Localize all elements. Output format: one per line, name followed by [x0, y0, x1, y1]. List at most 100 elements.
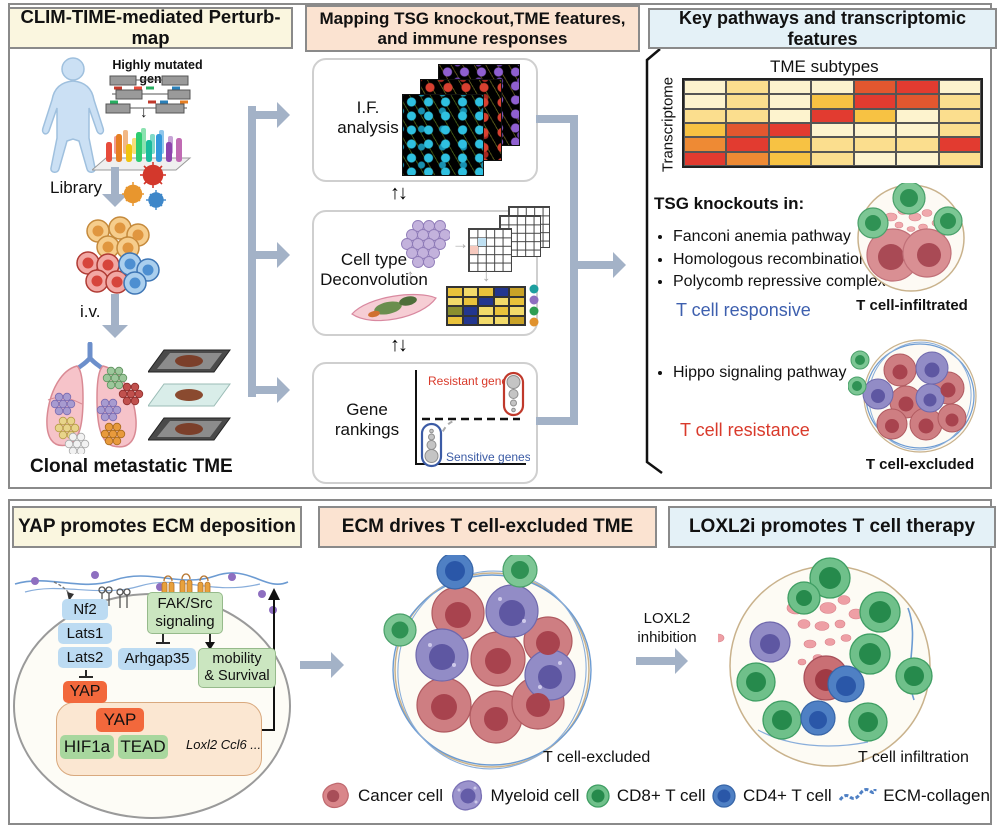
heatmap-cell: [726, 94, 769, 109]
node-yap-nucleus: YAP: [96, 708, 144, 732]
deconvolution-line1: Cell type: [340, 250, 408, 269]
heatmap-cell: [726, 108, 769, 123]
legend-cd8-label: CD8+ T cell: [616, 786, 706, 805]
heatmap-cell: [896, 80, 939, 95]
branch-arrow-mid: [248, 242, 290, 268]
heatmap-cell: [684, 94, 727, 109]
heatmap-cell: [726, 80, 769, 95]
node-fak-src: FAK/Src signaling: [147, 592, 223, 634]
t-cell-infiltrated-illustration: [857, 183, 965, 292]
heatmap-cell: [462, 315, 479, 325]
node-mobility-line1: mobility: [212, 650, 262, 667]
branch-arrow-top: [248, 102, 290, 128]
node-mobility-line2: & Survival: [204, 668, 270, 684]
heatmap-cell: [447, 287, 463, 297]
node-fak-line2: signaling: [155, 613, 215, 630]
heatmap-cell: [493, 315, 510, 325]
heatmap-cell: [811, 80, 854, 95]
lungs-illustration: [46, 342, 144, 454]
library-down-arrow: [102, 167, 128, 207]
heatmap-cell: [811, 94, 854, 109]
myeloid-cell-icon: [451, 780, 482, 811]
if-analysis-label: I.F. analysis: [328, 98, 408, 139]
if-analysis-line2: analysis: [337, 118, 399, 138]
clonal-cells-icon: [76, 216, 160, 295]
heatmap-cell: [938, 151, 981, 166]
heatmap-cell: [853, 108, 897, 123]
gray-up-arrow-icon: ↑: [406, 266, 415, 285]
legend-item-cd4: CD4+ T cell: [711, 783, 832, 809]
collector-arrow: [578, 252, 626, 278]
iv-down-arrow: [102, 294, 128, 338]
heatmap-cell: [478, 287, 494, 297]
heatmap-cell: [768, 122, 812, 138]
t-cell-resistance-label: T cell resistance: [680, 420, 810, 440]
heatmap-cell: [896, 122, 939, 138]
gene-ranking-plot: Resistant genes Sensitive genes: [415, 370, 530, 468]
resistant-genes-label: Resistant genes: [428, 374, 514, 388]
heatmap-cell: [684, 122, 727, 138]
clonal-metastatic-caption: Clonal metastatic TME: [30, 456, 233, 477]
heatmap-cell: [462, 287, 479, 297]
heatmap-cell: [493, 296, 510, 306]
deconvolution-line2: Deconvolution: [320, 270, 428, 290]
header-yap-ecm: YAP promotes ECM deposition: [12, 506, 302, 548]
heatmap-cell: [853, 137, 897, 152]
heatmap-cell: [478, 296, 494, 306]
target-genes-label: Loxl2 Ccl6 ...: [186, 737, 262, 752]
transcriptome-label: Transcriptome: [659, 76, 677, 173]
node-nf2: Nf2: [62, 599, 108, 620]
t-cell-excluded-caption-bottom: T cell-excluded: [543, 749, 651, 766]
heatmap-cell: [896, 151, 939, 166]
heatmap-cell: [811, 108, 854, 123]
gray-right-arrow-icon: →: [452, 234, 469, 253]
header-perturb-map-label: CLIM-TIME-mediated Perturb-map: [20, 6, 281, 48]
knockout-item-polycomb: Polycomb repressive complex: [673, 271, 913, 294]
library-plate-icon: [92, 128, 192, 171]
panel-arrow-mid-right: [636, 648, 688, 674]
heatmap-cell: [938, 122, 981, 138]
hippo-list: Hippo signaling pathway: [656, 362, 923, 385]
grid-cell-pink: [470, 246, 478, 254]
node-hif1a: HIF1a: [60, 735, 114, 759]
heatmap-cell: [768, 94, 812, 109]
bracket-icon: [645, 48, 663, 475]
if-image-front: [402, 94, 484, 176]
heatmap-cell: [938, 80, 981, 95]
heatmap-cell: [509, 296, 525, 306]
heatmap-cell: [853, 151, 897, 166]
heatmap-cell: [509, 315, 525, 325]
node-yap: YAP: [63, 681, 107, 703]
header-perturb-map: CLIM-TIME-mediated Perturb-map: [8, 6, 293, 49]
loxl2-line2: inhibition: [637, 628, 697, 646]
ecm-tumor-illustration: [383, 555, 592, 770]
knockout-item-homologous: Homologous recombination: [673, 249, 913, 272]
knockout-item-fanconi: Fanconi anemia pathway: [673, 226, 913, 249]
legend-myeloid-label: Myeloid cell: [490, 786, 580, 805]
heatmap-cell: [896, 137, 939, 152]
library-label: Library: [50, 178, 102, 197]
heatmap-cell: [684, 137, 727, 152]
tissue-slides-icon: [148, 349, 231, 441]
legend-ecm-label: ECM-collagen: [883, 786, 990, 805]
heatmap-cell: [478, 306, 494, 316]
sync-arrows-icon-2: ↑↓: [390, 334, 408, 356]
collector-line: [570, 115, 578, 425]
heatmap-cell: [509, 287, 525, 297]
heatmap-cell: [811, 151, 854, 166]
tsg-knockouts-heading: TSG knockouts in:: [654, 194, 805, 213]
down-arrow-small-icon: ↓: [140, 104, 148, 121]
header-mapping-line1: Mapping TSG knockout,TME features,: [319, 9, 626, 29]
gene-rankings-line1: Gene: [346, 400, 388, 419]
deconvolution-heatmap: [446, 286, 526, 326]
heatmap-cell: [938, 137, 981, 152]
heatmap-cell: [811, 137, 854, 152]
node-tead: TEAD: [118, 735, 168, 759]
celltype-dots-icon: [529, 284, 539, 327]
legend-cd4-label: CD4+ T cell: [743, 786, 832, 805]
legend-item-myeloid: Myeloid cell: [449, 778, 580, 814]
heatmap-cell: [462, 306, 479, 316]
header-loxl2i-label: LOXL2i promotes T cell therapy: [688, 516, 976, 538]
t-cell-excluded-illustration: [848, 339, 977, 453]
ecm-collagen-icon: [838, 788, 877, 801]
